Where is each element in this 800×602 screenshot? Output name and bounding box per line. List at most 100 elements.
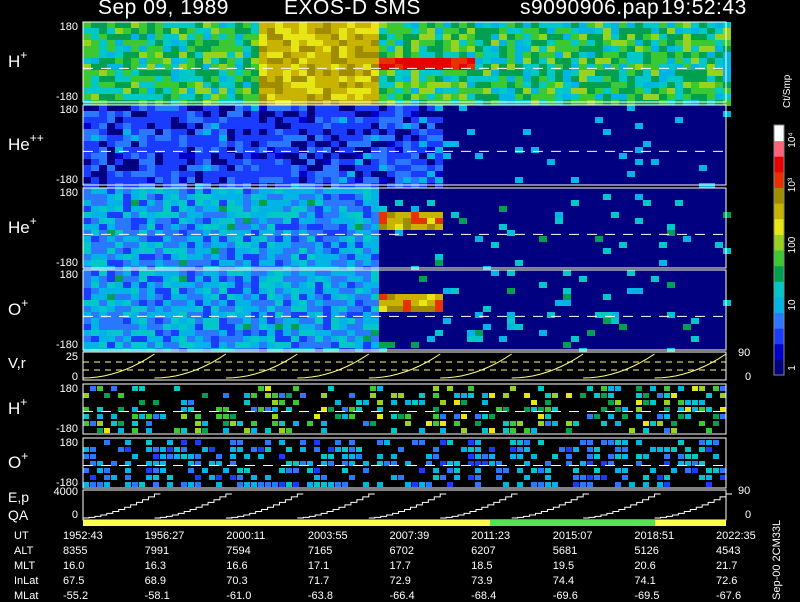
cell-oplus2: [531, 468, 537, 473]
cell-hplus: [723, 46, 731, 52]
cell-hplus: [339, 88, 347, 94]
cell-hplus: [435, 82, 443, 88]
cell-heplusplus: [171, 141, 179, 147]
cell-hplus: [99, 34, 107, 40]
cell-heplus: [211, 224, 219, 230]
cell-oplus2: [545, 461, 551, 466]
cell-heplusplus: [371, 183, 379, 189]
cell-oplus: [123, 288, 131, 294]
cell-heplusplus: [371, 159, 379, 165]
cell-heplus: [379, 224, 387, 230]
cell-hplus2: [370, 421, 376, 426]
cell-oplus: [371, 300, 379, 306]
cell-hplus: [115, 28, 123, 34]
cell-hplus: [363, 88, 371, 94]
cell-heplusplus: [315, 135, 323, 141]
cell-oplus: [139, 300, 147, 306]
cell-heplus: [99, 218, 107, 224]
cell-oplus: [259, 336, 267, 342]
cell-oplus: [371, 294, 379, 300]
cell-hplus2: [83, 414, 89, 419]
cell-heplus: [203, 248, 211, 254]
cell-heplus: [179, 206, 187, 212]
cell-heplusplus: [155, 123, 163, 129]
cell-hplus: [91, 88, 99, 94]
cell-oplus2: [188, 482, 194, 487]
cell-heplus: [139, 218, 147, 224]
cell-oplus: [219, 342, 227, 348]
cell-hplus: [315, 64, 323, 70]
cell-hplus2: [615, 407, 621, 412]
cell-oplus: [219, 324, 227, 330]
cell-heplus: [299, 206, 307, 212]
cell-oplus: [347, 324, 355, 330]
cell-oplus2: [657, 447, 663, 452]
cell-heplusplus: [155, 135, 163, 141]
cell-hplus: [507, 88, 515, 94]
cell-heplus: [275, 212, 283, 218]
cell-heplusplus: [171, 111, 179, 117]
cell-heplus: [219, 266, 227, 272]
cell-hplus: [83, 46, 91, 52]
cell-heplusplus: [171, 135, 179, 141]
cell-hplus: [603, 82, 611, 88]
cell-heplusplus: [243, 183, 251, 189]
cell-oplus2: [573, 447, 579, 452]
cell-oplus: [211, 330, 219, 336]
cell-hplus: [267, 88, 275, 94]
cell-heplus: [307, 200, 315, 206]
cell-oplus: [203, 270, 211, 276]
cell-heplusplus: [299, 105, 307, 111]
cell-hplus: [171, 40, 179, 46]
cell-hplus: [491, 82, 499, 88]
cell-oplus: [363, 330, 371, 336]
cell-heplusplus: [91, 117, 99, 123]
cell-oplus: [259, 306, 267, 312]
cell-heplus: [339, 242, 347, 248]
cell-hplus: [515, 58, 523, 64]
cell-hplus: [403, 22, 411, 28]
cell-hplus: [675, 82, 683, 88]
cell-heplus: [427, 200, 435, 206]
colorbar-swatch: [774, 250, 784, 267]
cell-hplus: [211, 88, 219, 94]
cell-hplus: [91, 70, 99, 76]
cell-hplus: [515, 40, 523, 46]
cell-oplus: [179, 300, 187, 306]
cell-hplus: [283, 46, 291, 52]
cell-oplus2: [146, 440, 152, 445]
cell-oplus: [427, 336, 435, 342]
cell-heplusplus: [195, 135, 203, 141]
cell-hplus: [387, 88, 395, 94]
cell-hplus2: [251, 407, 257, 412]
cell-oplus: [347, 342, 355, 348]
cell-hplus: [691, 64, 699, 70]
cell-oplus: [99, 306, 107, 312]
cell-heplus: [163, 218, 171, 224]
cell-hplus: [355, 100, 363, 106]
cell-hplus: [115, 52, 123, 58]
cell-hplus: [715, 28, 723, 34]
cell-hplus: [691, 46, 699, 52]
cell-oplus: [123, 312, 131, 318]
cell-heplus: [331, 254, 339, 260]
cell-hplus: [611, 82, 619, 88]
cell-hplus: [579, 82, 587, 88]
cell-hplus: [227, 22, 235, 28]
cell-oplus: [195, 270, 203, 276]
cell-heplusplus: [283, 171, 291, 177]
cell-oplus: [131, 276, 139, 282]
cell-heplus: [379, 218, 387, 224]
cell-hplus: [707, 100, 715, 106]
cell-hplus: [587, 46, 595, 52]
cell-oplus: [299, 312, 307, 318]
cell-heplusplus: [203, 105, 211, 111]
cell-oplus: [395, 300, 403, 306]
cell-oplus: [291, 270, 299, 276]
cell-heplus: [275, 248, 283, 254]
cell-hplus: [283, 52, 291, 58]
cell-heplusplus: [83, 117, 91, 123]
cell-hplus: [259, 58, 267, 64]
cell-heplus: [227, 200, 235, 206]
cell-heplusplus: [155, 141, 163, 147]
